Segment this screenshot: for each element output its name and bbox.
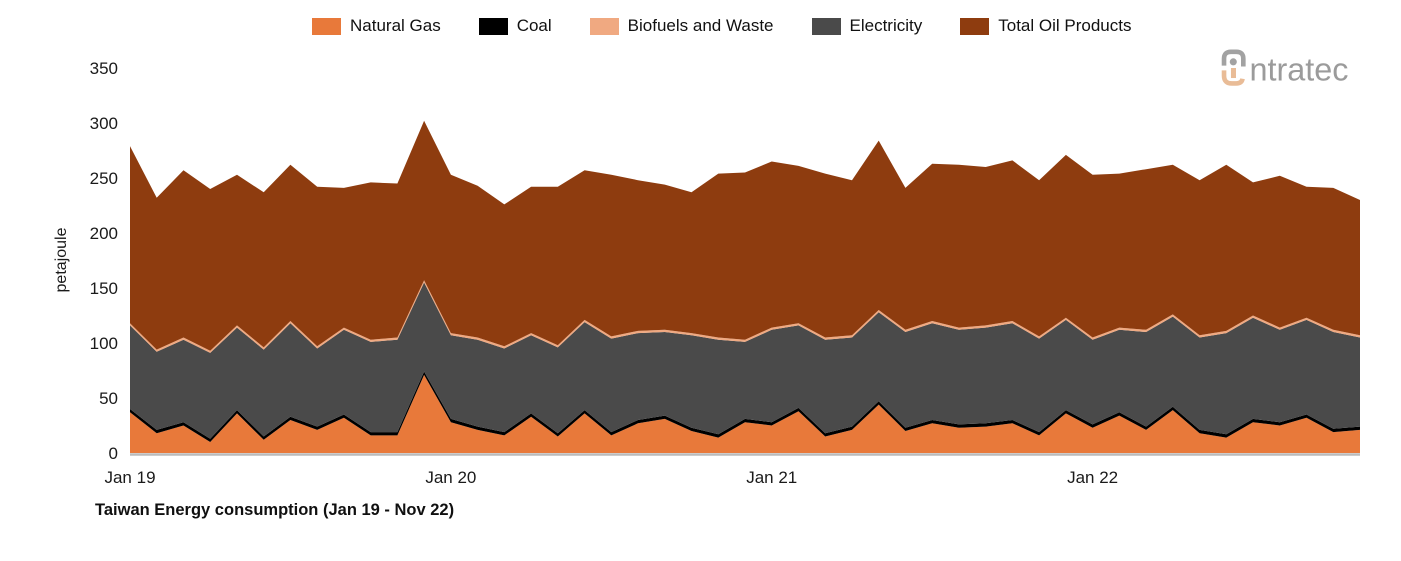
- y-tick-200: 200: [89, 223, 118, 243]
- legend-item-total-oil-products: Total Oil Products: [960, 16, 1131, 36]
- logo-bottom-arc: [1221, 70, 1245, 86]
- chart-title: Taiwan Energy consumption (Jan 19 - Nov …: [95, 501, 455, 519]
- legend-item-natural-gas: Natural Gas: [312, 16, 441, 36]
- area-coal: [130, 371, 1360, 442]
- y-tick-50: 50: [99, 388, 118, 408]
- x-tick-jan-20: Jan 20: [425, 468, 477, 487]
- legend-item-biofuels-and-waste: Biofuels and Waste: [589, 16, 774, 36]
- y-tick-250: 250: [89, 168, 118, 188]
- area-total-oil-products: [130, 120, 1360, 351]
- legend-label-total-oil-products: Total Oil Products: [998, 16, 1132, 35]
- legend: Natural Gas Coal Biofuels and Waste Electri…: [312, 16, 1131, 36]
- x-tick-jan-19: Jan 19: [104, 468, 156, 487]
- legend-swatch-natural-gas: [312, 17, 341, 35]
- area-electricity: [130, 282, 1360, 439]
- legend-label-coal: Coal: [516, 16, 552, 35]
- legend-swatch-biofuels-and-waste: [589, 17, 619, 35]
- legend-label-electricity: Electricity: [849, 16, 923, 35]
- logo-i-stem: [1230, 68, 1236, 79]
- legend-swatch-total-oil-products: [960, 17, 990, 35]
- logo-top-arc: [1221, 49, 1246, 67]
- legend-item-electricity: Electricity: [811, 16, 923, 36]
- logo-i-dot: [1229, 58, 1237, 66]
- legend-item-coal: Coal: [478, 16, 552, 36]
- logo-text: ntratec: [1249, 51, 1348, 87]
- y-tick-350: 350: [89, 58, 118, 78]
- area-natural-gas: [130, 374, 1360, 453]
- legend-label-natural-gas: Natural Gas: [350, 16, 441, 35]
- y-tick-0: 0: [108, 443, 118, 463]
- x-tick-jan-21: Jan 21: [746, 468, 798, 487]
- y-tick-150: 150: [89, 278, 118, 298]
- intratec-logo: ntratec: [1214, 40, 1376, 101]
- y-tick-100: 100: [89, 333, 118, 353]
- intratec-logo-icon: ntratec: [1221, 49, 1349, 87]
- legend-swatch-electricity: [811, 17, 841, 35]
- x-tick-jan-22: Jan 22: [1067, 468, 1119, 487]
- y-tick-300: 300: [89, 113, 118, 133]
- legend-swatch-coal: [478, 17, 508, 35]
- legend-label-biofuels-and-waste: Biofuels and Waste: [627, 16, 774, 35]
